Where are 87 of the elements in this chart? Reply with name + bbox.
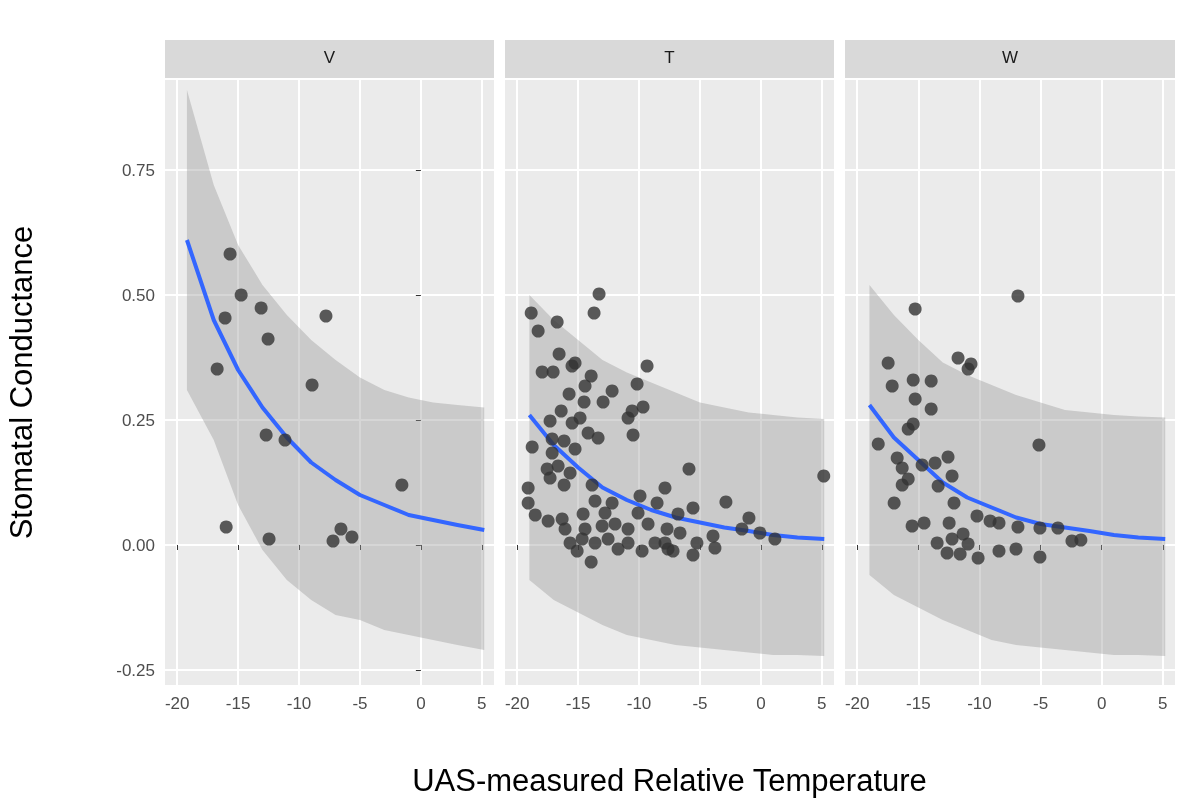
point (940, 546, 954, 560)
point (924, 402, 938, 416)
point (945, 469, 959, 483)
point (881, 356, 895, 370)
y-tick-label: 0.00 (121, 535, 155, 555)
line-series (184, 238, 487, 532)
point (1033, 521, 1047, 535)
point (345, 530, 359, 544)
point (961, 537, 975, 551)
point (1074, 533, 1088, 547)
y-tick-label: 0.50 (121, 285, 155, 305)
point (278, 433, 292, 447)
x-tick-label: 5 (1158, 694, 1168, 713)
point (395, 478, 409, 492)
y-tick-label: 0.25 (121, 410, 155, 430)
point (970, 509, 984, 523)
point (1011, 520, 1025, 534)
point (319, 309, 333, 323)
point (885, 379, 899, 393)
point (210, 362, 224, 376)
point (326, 534, 340, 548)
x-tick-label: -10 (626, 694, 652, 713)
x-tick-label: -15 (906, 694, 931, 713)
x-tick-label: 0 (1096, 694, 1107, 713)
point (261, 332, 275, 346)
x-tick-label: 0 (756, 694, 766, 713)
point (259, 428, 273, 442)
x-tick-label: -5 (1032, 694, 1049, 713)
point (992, 516, 1006, 530)
point (908, 302, 922, 316)
point (895, 461, 909, 475)
point (915, 458, 929, 472)
point (887, 496, 901, 510)
x-tick-label: 5 (817, 694, 827, 713)
point (947, 496, 961, 510)
point (871, 437, 885, 451)
y-axis-title: Stomatal Conductance (4, 225, 39, 540)
x-tick-label: -20 (164, 694, 190, 713)
point (971, 551, 985, 565)
point (254, 301, 268, 315)
point (219, 520, 233, 534)
point (928, 456, 942, 470)
x-tick-label: -5 (692, 694, 708, 713)
x-tick-label: -5 (352, 694, 368, 713)
point (1011, 289, 1025, 303)
point (917, 516, 931, 530)
point (956, 527, 970, 541)
chart-title: V (323, 48, 336, 67)
point (992, 544, 1006, 558)
point (942, 516, 956, 530)
x-tick-label: 0 (416, 694, 426, 713)
chart-title: T (664, 48, 675, 67)
chart-title: W (1001, 48, 1019, 67)
point (305, 378, 319, 392)
point (1051, 521, 1065, 535)
point (908, 392, 922, 406)
point (953, 547, 967, 561)
point (262, 532, 276, 546)
point (906, 373, 920, 387)
point (924, 374, 938, 388)
point (951, 351, 965, 365)
x-tick-label: -10 (967, 694, 992, 713)
point (930, 536, 944, 550)
y-tick-label: -0.25 (116, 660, 155, 680)
point (218, 311, 232, 325)
point (334, 522, 348, 536)
point (1009, 542, 1023, 556)
point (901, 422, 915, 436)
point (223, 247, 237, 261)
point (234, 288, 248, 302)
x-tick-label: -15 (225, 694, 251, 713)
point (961, 362, 975, 376)
x-tick-label: -20 (844, 694, 870, 713)
x-axis-title: UAS-measured Relative Temperature (412, 763, 927, 798)
y-tick-label: 0.75 (121, 160, 155, 180)
point (1032, 438, 1046, 452)
x-tick-label: -10 (286, 694, 312, 713)
point (931, 479, 945, 493)
point (941, 450, 955, 464)
point (945, 532, 959, 546)
x-tick-label: 5 (477, 694, 487, 713)
point (895, 478, 909, 492)
point (1033, 550, 1047, 564)
x-tick-label: -15 (565, 694, 591, 713)
point (890, 451, 904, 465)
x-tick-label: -20 (504, 694, 530, 713)
point (905, 519, 919, 533)
